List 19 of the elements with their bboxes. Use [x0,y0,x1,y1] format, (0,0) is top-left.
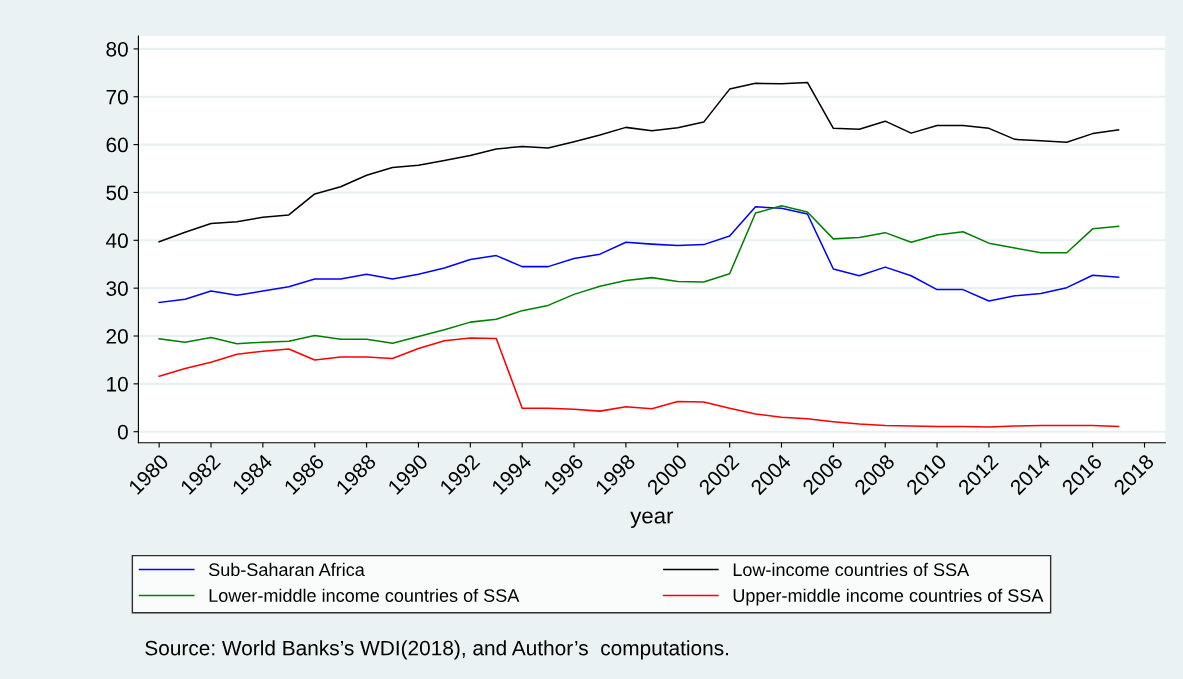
x-axis-title: year [630,511,674,528]
line-series [158,81,1120,243]
y-tick-label: 40 [106,233,128,249]
legend-label: Sub-Saharan Africa [209,562,365,577]
line-series [158,206,1120,304]
y-tick-label: 20 [106,329,128,344]
y-tick-label: 80 [106,41,128,57]
source-note: Source: World Banks’s WDI(2018), and Author’s computations. [145,640,729,660]
legend-label: Upper-middle income countries of SSA [733,588,1044,606]
y-tick-label: 10 [107,376,128,392]
y-tick-label: 30 [106,281,128,296]
y-tick-label: 0 [117,424,128,440]
legend-label: Lower-middle income countries of SSA [209,588,520,602]
line-series [158,205,1120,345]
y-tick-label: 50 [106,185,128,201]
y-tick-label: 60 [106,137,128,153]
legend-label: Low-income countries of SSA [733,562,970,577]
y-tick-label: 70 [106,89,128,105]
line-series [158,337,1120,428]
